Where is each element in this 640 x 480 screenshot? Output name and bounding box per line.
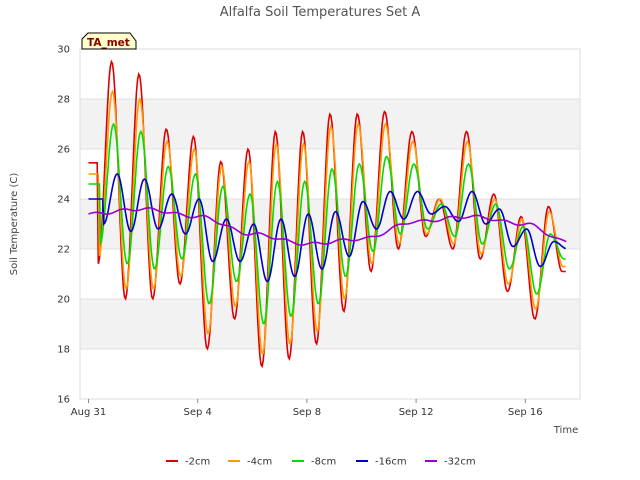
x-tick-label: Sep 8 (293, 407, 321, 418)
x-axis-label: Time (553, 425, 578, 436)
legend: -2cm -4cm -8cm -16cm -32cm (166, 457, 476, 468)
legend-label: -4cm (247, 457, 272, 468)
x-tick-label: Sep 4 (184, 407, 212, 418)
y-axis-ticks: 16 18 20 22 24 26 28 30 (57, 45, 70, 406)
x-tick-label: Sep 16 (508, 407, 543, 418)
chart-title: Alfalfa Soil Temperatures Set A (220, 5, 421, 20)
station-badge: TA_met (81, 32, 137, 50)
y-tick-label: 18 (57, 345, 70, 356)
y-tick-label: 30 (57, 45, 70, 56)
y-tick-label: 28 (57, 95, 70, 106)
background-band (80, 99, 580, 149)
series-layer (88, 59, 567, 369)
series-line-neg8cm (88, 122, 566, 325)
y-tick-label: 16 (57, 395, 70, 406)
y-tick-label: 26 (57, 145, 70, 156)
series-line-neg32cm (88, 206, 567, 247)
legend-label: -32cm (444, 457, 476, 468)
station-badge-label: TA_met (87, 37, 130, 49)
legend-label: -2cm (185, 457, 210, 468)
y-tick-label: 24 (57, 195, 70, 206)
y-tick-label: 20 (57, 295, 70, 306)
series-line-neg16cm (88, 173, 567, 283)
legend-label: -16cm (375, 457, 407, 468)
background-band (80, 299, 580, 349)
y-tick-label: 22 (57, 245, 70, 256)
x-tick-label: Aug 31 (71, 407, 106, 418)
legend-label: -8cm (311, 457, 336, 468)
y-axis-label: Soil Temperature (C) (9, 173, 20, 276)
x-tick-label: Sep 12 (399, 407, 434, 418)
x-axis-ticks: Aug 31 Sep 4 Sep 8 Sep 12 Sep 16 (71, 399, 543, 418)
plot-area (79, 48, 581, 400)
